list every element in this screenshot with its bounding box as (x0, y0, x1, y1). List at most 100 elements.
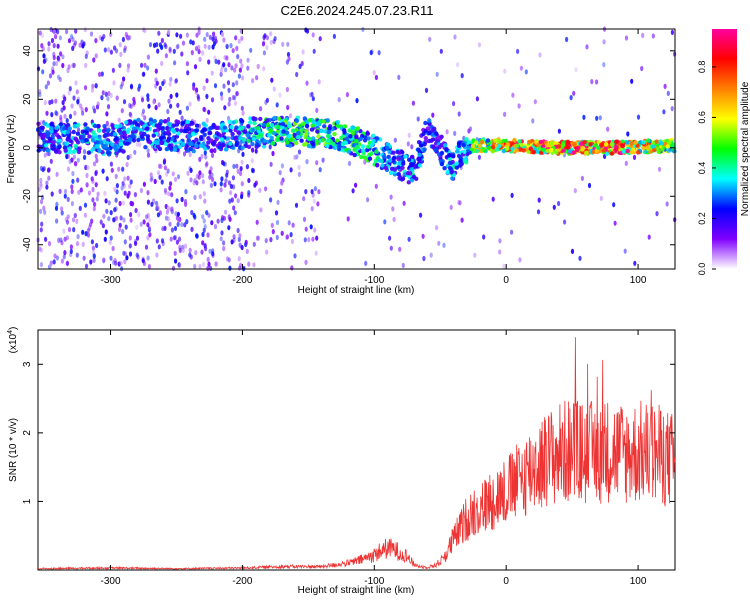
spectrogram-cell (312, 48, 316, 54)
spectrogram-cell (245, 248, 249, 254)
spectrogram-cell (65, 137, 70, 142)
spectrogram-cell (580, 147, 585, 152)
spectrogram-cell (549, 147, 554, 153)
spectrogram-cell (244, 239, 248, 245)
spectrogram-cell (249, 47, 253, 53)
spectrogram-cell (121, 200, 125, 206)
spectrogram-cell (449, 204, 453, 210)
spectrogram-cell (280, 180, 284, 186)
spectrogram-cell (90, 239, 94, 245)
spectrogram-cell (57, 237, 61, 243)
spectrogram-cell (307, 118, 313, 123)
spectrogram-cell (486, 145, 492, 151)
spectrogram-cell (453, 34, 457, 40)
spectrogram-cell (326, 130, 331, 135)
spectrogram-cell (234, 140, 240, 145)
spectrogram-cell (474, 148, 479, 154)
spectrogram-cell (494, 147, 499, 152)
spectrogram-cell (366, 144, 371, 149)
spectrogram-cell (203, 198, 207, 204)
spectrogram-cell (201, 214, 205, 220)
spectrogram-cell (304, 132, 309, 137)
spectrogram-cell (454, 161, 459, 166)
spectrogram-cell (119, 260, 123, 266)
spectrogram-cell (536, 142, 541, 148)
spectrogram-cell (300, 60, 304, 67)
spectrogram-cell (93, 108, 97, 114)
spectrogram-cell (151, 133, 156, 138)
snr-scale-base: (x10 (8, 333, 19, 353)
spectrogram-cell (170, 206, 174, 212)
spectrogram-cell (496, 139, 501, 144)
spectrogram-cell (121, 36, 125, 43)
spectrogram-cell (352, 152, 357, 158)
spectrogram-cell (61, 100, 65, 106)
spectrogram-cell (201, 121, 206, 126)
spectrogram-cell (310, 189, 314, 195)
spectrogram-cell (109, 31, 113, 37)
spectrogram-cell (67, 149, 72, 155)
spectrogram-cell (663, 83, 667, 89)
spectrogram-cell (98, 140, 104, 145)
spectrogram-cell (588, 142, 593, 147)
spectrogram-cell (169, 236, 173, 242)
spectrogram-cell (311, 236, 315, 242)
spectrogram-cell (510, 141, 515, 146)
spectrogram-cell (222, 125, 227, 130)
spectrogram-cell (235, 91, 239, 97)
spectrogram-cell (123, 239, 127, 245)
spectrogram-cell (135, 141, 140, 147)
spectrogram-cell (132, 126, 137, 131)
spectrogram-cell (231, 120, 236, 125)
spectrogram-cell (310, 206, 314, 212)
spectrogram-cell (453, 130, 457, 136)
spectrogram-cell (269, 31, 273, 37)
spectrogram-cell (163, 141, 169, 147)
spectrogram-cell (85, 182, 89, 188)
spectrogram-cell (70, 34, 74, 40)
spectrogram-cell (366, 136, 371, 141)
spectrogram-cell (52, 43, 56, 49)
spectrogram-cell (52, 259, 56, 265)
spectrogram-cell (142, 71, 146, 77)
spectrogram-cell (201, 240, 205, 246)
spectrogram-cell (510, 229, 514, 235)
spectrogram-cell (268, 144, 272, 150)
spectrogram-cell (294, 118, 300, 124)
spectrogram-cell (240, 145, 245, 150)
spectrogram-cell (337, 97, 341, 103)
spectrogram-cell (205, 161, 209, 167)
spectrogram-cell (670, 106, 674, 112)
spectrogram-cell (624, 160, 628, 166)
spectrogram-cell (473, 252, 477, 258)
spectrogram-cell (146, 190, 150, 196)
spectrogram-cell (228, 96, 232, 102)
spectrogram-cell (178, 109, 182, 115)
spectrogram-cell (427, 118, 432, 123)
spectrogram-cell (435, 225, 439, 231)
spectrogram-cell (219, 137, 225, 142)
spectrogram-cell (57, 74, 61, 80)
spectrogram-cell (434, 131, 439, 136)
x-tick-label: 100 (630, 576, 647, 587)
spectrogram-cell (230, 239, 234, 245)
spectrogram-cell (258, 187, 262, 193)
spectrogram-cell (521, 148, 526, 153)
spectrogram-cell (86, 227, 90, 234)
spectrogram-cell (166, 168, 170, 174)
spectrogram-cell (435, 71, 439, 77)
spectrogram-cell (533, 99, 537, 105)
spectrogram-cell (56, 134, 61, 140)
spectrogram-cell (173, 250, 177, 256)
spectrogram-cell (427, 130, 432, 136)
spectrogram-cell (406, 180, 411, 185)
spectrogram-cell (190, 226, 194, 232)
spectrogram-cell (291, 222, 295, 228)
spectrogram-cell (63, 236, 67, 242)
spectrogram-cell (55, 60, 59, 67)
spectrogram-cell (350, 125, 356, 130)
spectrogram-cell (147, 217, 151, 223)
spectrogram-cell (110, 142, 115, 147)
spectrogram-cell (96, 191, 100, 197)
spectrogram-cell (43, 100, 47, 106)
